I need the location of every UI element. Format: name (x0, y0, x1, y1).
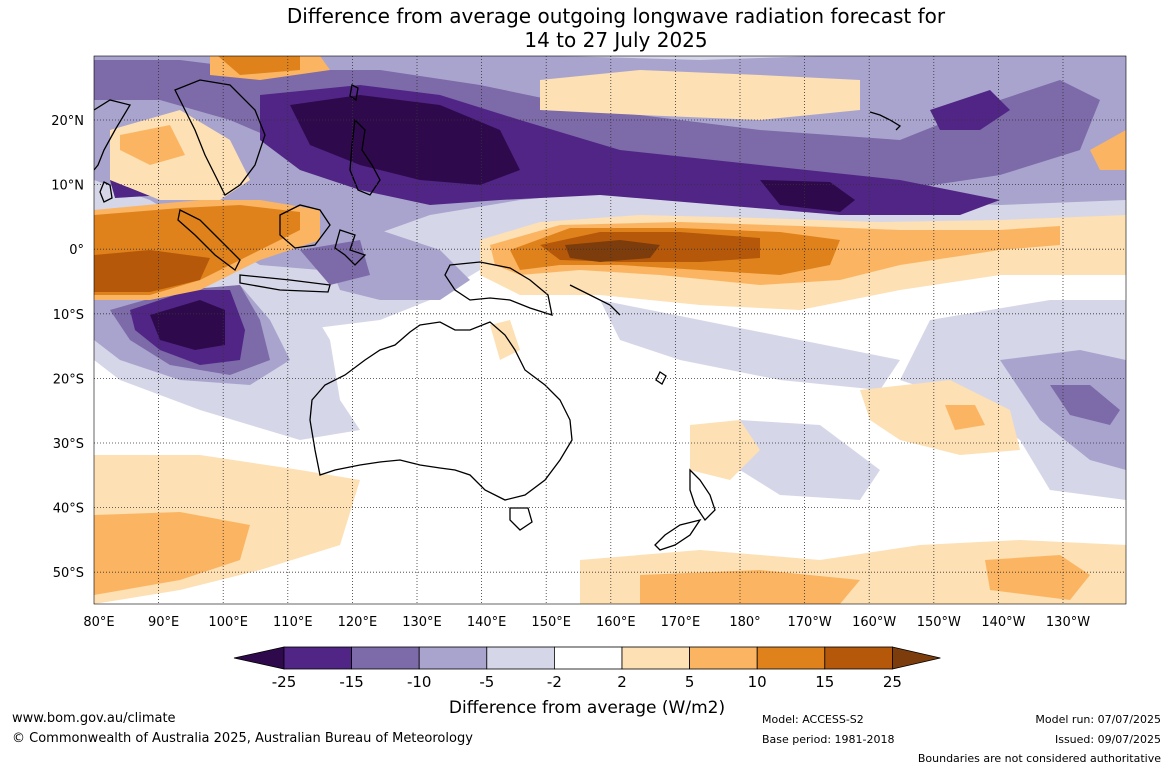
field-pos-light-tasman (690, 420, 760, 480)
latitude-tick-label: 30°S (53, 437, 84, 452)
colorbar-swatch (621, 646, 690, 670)
field-pos-light-qld (490, 320, 520, 360)
title-line-2: 14 to 27 July 2025 (524, 28, 708, 52)
borneo-coastline (279, 204, 331, 249)
field-pos-mid-tasman (945, 405, 985, 430)
colorbar-swatch (824, 646, 893, 670)
colorbar-tick-label: 2 (617, 673, 627, 691)
longitude-tick-label: 180° (729, 615, 760, 630)
footer-copyright: © Commonwealth of Australia 2025, Austra… (12, 731, 473, 746)
chart-title: Difference from average outgoing longwav… (0, 4, 1173, 52)
field-neg-extreme-band (760, 180, 855, 212)
philippines-coastline (349, 118, 381, 196)
colorbar-tick-label: -25 (272, 673, 297, 691)
footer-base-period: Base period: 1981-2018 (762, 733, 895, 746)
indochina-coastline (174, 79, 266, 196)
title-line-1: Difference from average outgoing longwav… (286, 4, 946, 28)
longitude-tick-label: 130°W (1046, 615, 1090, 630)
field-pos-light-pac (860, 380, 1020, 455)
longitude-tick-label: 140°E (467, 615, 507, 630)
field-neg-strong-east (1050, 385, 1120, 425)
colorbar-tick-label: -5 (479, 673, 494, 691)
solomon-coastline (569, 284, 621, 316)
longitude-tick-label: 170°E (661, 615, 701, 630)
india-coastline (94, 99, 132, 171)
latitude-tick-label: 0° (69, 243, 84, 258)
colorbar-tick-label: 10 (748, 673, 767, 691)
longitude-tick-label: 100°E (208, 615, 248, 630)
longitude-tick-label: 80°E (83, 615, 114, 630)
colorbar: -25 -15 -10 -5 -2 2 5 10 15 25 (233, 646, 941, 691)
footer-url: www.bom.gov.au/climate (12, 711, 176, 726)
field-neg-light-mid (740, 420, 880, 500)
colorbar-tick-label: -2 (547, 673, 562, 691)
longitude-tick-label: 160°W (852, 615, 896, 630)
field-pos-mid-nw (120, 125, 185, 165)
field-neg-extreme-sw (150, 300, 225, 350)
longitude-tick-label: 150°W (917, 615, 961, 630)
colorbar-tick-label: -15 (339, 673, 364, 691)
latitude-tick-label: 50°S (53, 566, 84, 581)
latitude-tick-label: 20°S (53, 372, 84, 387)
taiwan-coastline (349, 84, 359, 102)
colorbar-swatch (554, 646, 623, 670)
field-pos-strong-north (218, 56, 300, 75)
colorbar-swatch (283, 646, 352, 670)
australia-coastline (309, 321, 573, 501)
latitude-tick-label: 20°N (51, 114, 84, 129)
longitude-tick-label: 120°E (338, 615, 378, 630)
colorbar-swatch (351, 646, 420, 670)
colorbar-extend-high (892, 646, 941, 670)
footer-model-run: Model run: 07/07/2025 (1035, 713, 1161, 726)
new-guinea-coastline (444, 261, 553, 316)
colorbar-tick-label: 5 (685, 673, 695, 691)
colorbar-swatch (418, 646, 488, 670)
map-frame (93, 55, 1127, 605)
gridlines (94, 56, 1126, 604)
longitude-tick-label: 140°W (981, 615, 1025, 630)
latitude-labels: 20°N 10°N 0° 10°S 20°S 30°S 40°S 50°S (51, 114, 84, 581)
field-pos-very-strong-west (94, 250, 210, 292)
colorbar-tick-label: -10 (407, 673, 432, 691)
longitude-tick-label: 130°E (402, 615, 442, 630)
java-coastline (239, 274, 331, 293)
tasmania-coastline (509, 507, 533, 531)
latitude-tick-label: 10°S (53, 308, 84, 323)
colorbar-tick-label: 15 (815, 673, 834, 691)
field-pos-mid-ne (1090, 130, 1126, 170)
footer-model: Model: ACCESS-S2 (762, 713, 864, 726)
longitude-tick-label: 160°E (596, 615, 636, 630)
longitude-labels: 80°E 90°E 100°E 110°E 120°E 130°E 140°E 150°E 16… (83, 615, 1090, 630)
sumatra-coastline (177, 209, 241, 271)
field-pos-mid-se (640, 570, 860, 604)
footer-issued: Issued: 09/07/2025 (1054, 733, 1161, 746)
latitude-tick-label: 40°S (53, 502, 84, 517)
sulawesi-coastline (334, 229, 367, 266)
longitude-tick-label: 170°W (788, 615, 832, 630)
colorbar-swatch (756, 646, 826, 670)
colorbar-swatch (486, 646, 555, 670)
latitude-tick-label: 10°N (51, 179, 84, 194)
field-neg-extreme (290, 95, 520, 185)
field-pos-mid-far-se (985, 555, 1090, 600)
longitude-tick-label: 150°E (531, 615, 571, 630)
field-pos-extreme-eq (565, 240, 660, 262)
field-pos-light-north (540, 70, 860, 120)
colorbar-tick-label: 25 (883, 673, 902, 691)
field-pos-mid-south (94, 512, 250, 595)
longitude-tick-label: 110°E (273, 615, 313, 630)
colorbar-swatch (689, 646, 758, 670)
footer-disclaimer: Boundaries are not considered authoritat… (917, 752, 1161, 765)
longitude-tick-label: 90°E (148, 615, 179, 630)
field-neg-light-pac (600, 300, 900, 390)
fiji-coastline (655, 371, 667, 385)
colorbar-extend-low (233, 646, 285, 670)
colorbar-title: Difference from average (W/m2) (449, 698, 725, 718)
new-zealand-south-coastline (654, 518, 702, 551)
new-zealand-north-coastline (689, 468, 716, 522)
field-neg-light-east (900, 300, 1126, 500)
